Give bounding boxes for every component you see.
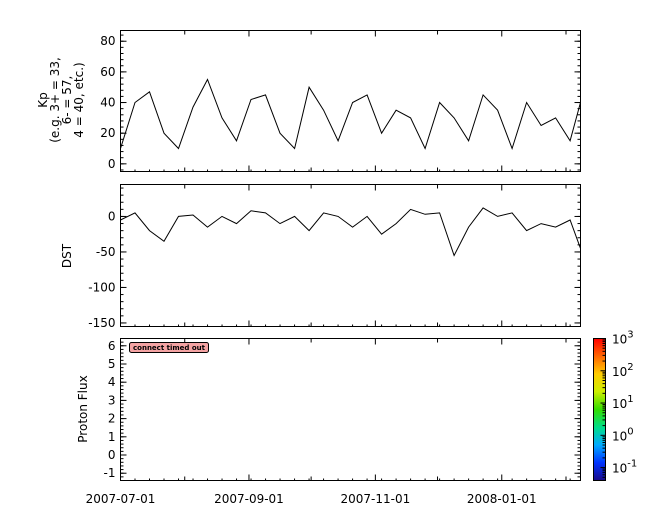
x-tick-label: 2007-07-01 [86,492,156,506]
error-badge-text: connect timed out [133,344,206,352]
kp-ytick-label: 20 [100,126,115,140]
colorbar-tick-exponent: 3 [627,330,633,341]
flux-ylabel: Proton Flux [76,375,90,442]
flux-ytick-label: 6 [108,339,116,353]
colorbar-tick-exponent: 0 [627,426,633,437]
kp-plot-frame [120,30,581,172]
flux-ytick-label: 5 [108,357,116,371]
flux-ytick-label: 0 [108,448,116,462]
kp-ytick-label: 80 [100,34,115,48]
dst-y-ticks: 0 -50 -100 -150 [88,209,581,330]
dst-plot-frame [120,184,581,327]
colorbar-tick-exponent: 1 [627,394,633,405]
colorbar-minor-ticks [602,339,606,481]
flux-ytick-label: 3 [108,393,116,407]
kp-ylabel-line-3: 6- = 57, [60,76,74,125]
dst-x-ticks [120,184,567,327]
kp-ytick-label: 0 [108,157,116,171]
colorbar-tick-base: 10 [612,365,627,379]
kp-ytick-label: 40 [100,96,115,110]
colorbar-tick-label: 103 [612,330,634,347]
dst-ylabel: DST [60,243,74,268]
flux-ytick-label: 2 [108,412,116,426]
x-tick-label: 2007-09-01 [214,492,284,506]
kp-ylabel-line-2: (e.g. 3+ = 33, [48,57,62,143]
colorbar-tick-label: 101 [612,394,634,411]
colorbar-tick-base: 10 [612,462,627,476]
dst-series-line [120,207,581,257]
colorbar-tick-base: 10 [612,429,627,443]
kp-x-ticks [120,30,567,172]
colorbar-tick-label: 100 [612,426,634,443]
flux-ytick-label: 4 [108,375,116,389]
colorbar-tick-label: 10-1 [612,459,637,476]
colorbar-tick-base: 10 [612,397,627,411]
kp-ylabel-line-1: Kp [36,92,50,108]
dst-ytick-label: -150 [88,316,115,330]
flux-x-ticks: 2007-07-01 2007-09-01 2007-11-01 2008-01-01 [86,338,567,506]
colorbar [593,338,606,481]
dst-panel: 0 -50 -100 -150 DST [60,184,581,330]
dst-ytick-label: -100 [88,280,115,294]
kp-series-line [120,78,581,151]
proton-flux-panel: -1 0 1 2 3 4 5 6 2007-07-01 2007-09-01 2007-11-01… [76,330,637,507]
colorbar-tick-exponent: 2 [627,362,633,373]
error-badge-box [129,342,209,353]
error-badge: connect timed out [129,342,209,353]
flux-ytick-label: 1 [108,430,116,444]
flux-ytick-label: -1 [104,466,116,480]
colorbar-tick-exponent: -1 [627,459,637,470]
kp-y-ticks: 0 20 40 60 80 [100,34,581,171]
kp-panel: 0 20 40 60 80 Kp (e.g. 3+ = 33, 6- = 57, 4 =… [36,30,581,172]
dst-ytick-label: 0 [108,209,116,223]
kp-ytick-label: 60 [100,65,115,79]
colorbar-tick-base: 10 [612,333,627,347]
dst-ytick-label: -50 [96,245,116,259]
kp-ylabel-line-4: 4 = 40, etc.) [72,62,86,137]
flux-plot-frame [120,338,581,481]
flux-y-ticks: -1 0 1 2 3 4 5 6 [104,339,581,480]
colorbar-tick-label: 102 [612,362,634,379]
x-tick-label: 2007-11-01 [340,492,410,506]
x-tick-label: 2008-01-01 [467,492,537,506]
